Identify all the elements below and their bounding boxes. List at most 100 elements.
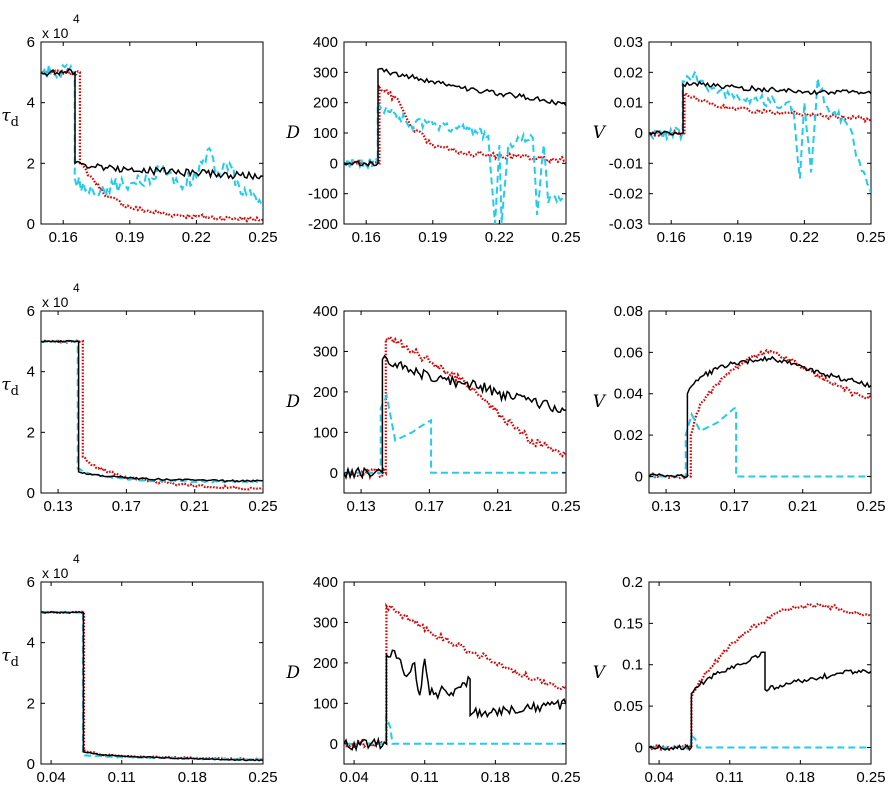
y-tick-label: 200 <box>313 95 338 112</box>
y-tick-label: 0 <box>27 756 35 773</box>
y-tick-label: 0 <box>27 216 35 233</box>
subplot-r1c1: 0.16 0.19 0.22 0.25 0 2 4 6 τd x 10 4 <box>1 12 277 246</box>
y-tick-label: 0 <box>330 155 338 172</box>
y-tick-label: -0.03 <box>609 216 643 233</box>
y-tick-label: 0.08 <box>614 303 643 320</box>
x-tick-label: 0.25 <box>551 229 580 246</box>
axes-frame <box>343 581 567 765</box>
x-tick-label: 0.19 <box>418 229 447 246</box>
x-tick-label: 0.25 <box>856 769 885 786</box>
y-tick-label: -0.01 <box>609 155 643 172</box>
series-red <box>344 335 566 481</box>
y-axis-label: D <box>285 663 300 683</box>
axis-multiplier: x 10 <box>42 25 69 41</box>
y-tick-label: -200 <box>308 216 338 233</box>
y-tick-label: 2 <box>27 695 35 712</box>
series-cyan <box>41 63 263 210</box>
y-axis-label: τd <box>1 375 19 399</box>
axis-multiplier-exponent: 4 <box>73 281 80 295</box>
y-tick-label: 100 <box>313 125 338 142</box>
x-tick-label: 0.17 <box>720 498 749 515</box>
y-tick-label: 0 <box>330 736 338 753</box>
y-axis-label: V <box>593 663 607 683</box>
y-tick-label: 2 <box>27 424 35 441</box>
x-tick-label: 0.11 <box>716 769 744 786</box>
axis-multiplier: x 10 <box>42 294 69 310</box>
y-tick-label: 2 <box>27 155 35 172</box>
axis-multiplier-exponent: 4 <box>73 12 80 26</box>
y-tick-label: 0.1 <box>622 657 643 674</box>
series-cyan <box>344 715 566 745</box>
y-tick-label: 0 <box>635 125 643 142</box>
series-red <box>41 67 263 224</box>
x-tick-label: 0.25 <box>551 498 580 515</box>
x-tick-label: 0.25 <box>248 769 277 786</box>
x-tick-label: 0.25 <box>551 769 580 786</box>
series-black <box>41 611 263 762</box>
series-red <box>41 338 263 491</box>
subplot-r2c3: 0.13 0.17 0.21 0.25 0 0.02 0.04 0.06 0.08 V <box>593 303 886 515</box>
x-tick-label: 0.13 <box>651 498 680 515</box>
y-tick-label: -0.02 <box>609 186 643 203</box>
x-tick-label: 0.19 <box>115 229 144 246</box>
x-tick-label: 0.21 <box>180 498 209 515</box>
subplot-r1c3: 0.16 0.19 0.22 0.25 -0.03 -0.02 -0.01 0 0.01 0.02… <box>593 34 886 246</box>
series-cyan <box>649 407 871 478</box>
y-tick-label: 100 <box>313 695 338 712</box>
axis-multiplier: x 10 <box>42 565 69 581</box>
y-tick-label: 0.06 <box>614 344 643 361</box>
y-tick-label: 4 <box>27 95 35 112</box>
subplot-r3c2: 0.04 0.11 0.18 0.25 0 100 200 300 400 D <box>285 574 580 786</box>
series-cyan <box>344 392 566 474</box>
series-cyan <box>344 98 566 224</box>
y-tick-label: 300 <box>313 614 338 631</box>
x-tick-label: 0.17 <box>415 498 444 515</box>
series-black <box>649 651 871 752</box>
y-axis-label: D <box>285 392 300 412</box>
y-tick-label: 6 <box>27 303 35 320</box>
subplot-r3c3: 0.04 0.11 0.18 0.25 0 0.05 0.1 0.15 0.2 V <box>593 574 886 786</box>
y-tick-label: 400 <box>313 34 338 51</box>
y-tick-label: 4 <box>27 635 35 652</box>
subplot-r2c1: 0.13 0.17 0.21 0.25 0 2 4 6 τd x 10 4 <box>1 281 277 515</box>
subplot-r3c1: 0.04 0.11 0.18 0.25 0 2 4 6 τd x 10 4 <box>1 552 277 786</box>
x-tick-label: 0.22 <box>790 229 819 246</box>
y-tick-label: -100 <box>308 186 338 203</box>
x-tick-label: 0.04 <box>644 769 673 786</box>
x-tick-label: 0.19 <box>723 229 752 246</box>
series-black <box>344 354 566 480</box>
x-tick-label: 0.25 <box>248 498 277 515</box>
axes-frame <box>40 581 264 765</box>
y-tick-label: 6 <box>27 574 35 591</box>
series-cyan <box>41 610 263 761</box>
subplot-r1c2: 0.16 0.19 0.22 0.25 -200 -100 0 100 200 300 400 D <box>285 34 580 246</box>
y-tick-label: 200 <box>313 384 338 401</box>
y-axis-label: V <box>593 392 607 412</box>
y-tick-label: 300 <box>313 343 338 360</box>
y-tick-label: 100 <box>313 424 338 441</box>
series-red <box>344 602 566 750</box>
y-tick-label: 0.02 <box>614 427 643 444</box>
x-tick-label: 0.18 <box>178 769 207 786</box>
y-tick-label: 0.02 <box>614 64 643 81</box>
x-tick-label: 0.18 <box>786 769 815 786</box>
y-tick-label: 0.04 <box>614 386 643 403</box>
series-black <box>649 80 871 136</box>
y-tick-label: 0.01 <box>614 95 643 112</box>
axes-frame <box>343 310 567 494</box>
series-cyan <box>649 68 871 194</box>
subplot-r2c2: 0.13 0.17 0.21 0.25 0 100 200 300 400 D <box>285 303 580 515</box>
x-tick-label: 0.16 <box>352 229 381 246</box>
x-tick-label: 0.21 <box>788 498 817 515</box>
x-tick-label: 0.22 <box>485 229 514 246</box>
y-tick-label: 0 <box>635 739 643 756</box>
series-black <box>344 67 566 167</box>
x-tick-label: 0.17 <box>112 498 141 515</box>
x-tick-label: 0.11 <box>108 769 136 786</box>
series-black <box>41 339 263 483</box>
series-red <box>344 84 566 167</box>
series-black <box>649 355 871 479</box>
x-tick-label: 0.04 <box>36 769 65 786</box>
x-tick-label: 0.25 <box>248 229 277 246</box>
